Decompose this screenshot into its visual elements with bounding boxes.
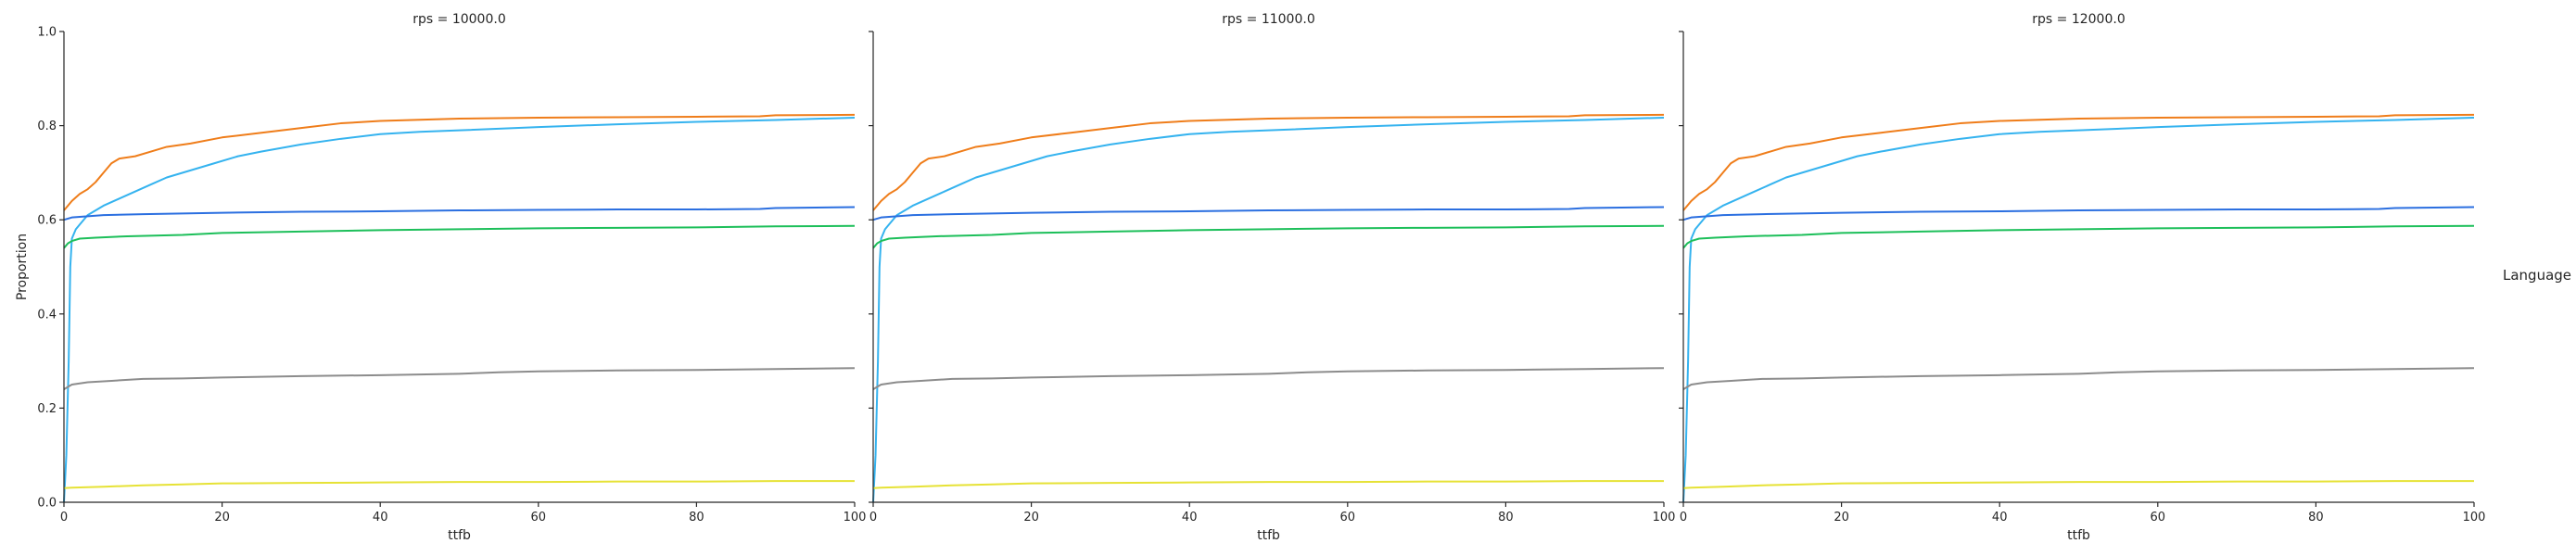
- panel-title: rps = 11000.0: [1222, 12, 1314, 27]
- series-line-5: [1682, 367, 2475, 390]
- x-tick-label: 100: [1653, 511, 1676, 524]
- series-line-3: [63, 206, 856, 221]
- x-tick-label: 20: [1023, 511, 1039, 524]
- series-line-5: [63, 367, 856, 390]
- panel-title: rps = 12000.0: [2032, 12, 2125, 27]
- y-tick-label: 0.0: [37, 497, 57, 511]
- y-tick-label: 0.2: [37, 402, 57, 416]
- x-tick-label: 60: [2151, 511, 2166, 524]
- panel-title: rps = 10000.0: [412, 12, 505, 27]
- x-axis-label: ttfb: [1257, 528, 1280, 543]
- x-tick-label: 40: [373, 511, 388, 524]
- legend-title: Language: [2503, 267, 2571, 284]
- series-line-6: [1682, 480, 2474, 489]
- series-line-6: [63, 480, 855, 489]
- series-line-3: [1682, 206, 2475, 221]
- x-tick-label: 0: [869, 511, 877, 524]
- x-tick-label: 80: [2308, 511, 2324, 524]
- series-line-5: [872, 367, 1665, 390]
- series-line-4: [872, 224, 1665, 249]
- series-line-6: [872, 480, 1664, 489]
- x-tick-label: 80: [689, 511, 704, 524]
- series-line-1: [63, 113, 856, 211]
- series-line-2: [63, 116, 856, 503]
- panel-2: rps = 11000.0 0 20 40 60 80 100 ttfb: [869, 12, 1675, 543]
- series-line-1: [872, 113, 1665, 211]
- x-tick-label: 40: [1992, 511, 2008, 524]
- x-tick-label: 60: [1340, 511, 1356, 524]
- x-tick-label: 20: [1834, 511, 1849, 524]
- x-tick-label: 0: [1680, 511, 1687, 524]
- x-tick-label: 100: [2463, 511, 2486, 524]
- panel-3: rps = 12000.0 0 20 40 60 80 100 ttfb: [1679, 12, 2485, 543]
- x-tick-label: 40: [1182, 511, 1198, 524]
- panel-1: rps = 10000.0 0.0 0.2 0.4 0.6 0.8 1.0 0 20 40 60 80…: [37, 12, 866, 543]
- y-tick-label: 1.0: [37, 26, 57, 40]
- series-line-1: [1682, 113, 2475, 211]
- y-tick-label: 0.8: [37, 120, 57, 133]
- series-line-2: [872, 116, 1665, 503]
- y-tick-label: 0.6: [37, 214, 57, 228]
- x-tick-label: 100: [844, 511, 867, 524]
- x-tick-label: 80: [1498, 511, 1514, 524]
- x-tick-label: 20: [214, 511, 230, 524]
- y-tick-label: 0.4: [37, 308, 57, 322]
- series-line-4: [1682, 224, 2475, 249]
- series-line-4: [63, 224, 856, 249]
- x-axis-label: ttfb: [448, 528, 471, 543]
- x-tick-label: 0: [60, 511, 68, 524]
- x-axis-label: ttfb: [2067, 528, 2090, 543]
- x-tick-label: 60: [531, 511, 547, 524]
- series-line-2: [1682, 116, 2475, 503]
- y-axis-label: Proportion: [15, 234, 30, 300]
- series-line-3: [872, 206, 1665, 221]
